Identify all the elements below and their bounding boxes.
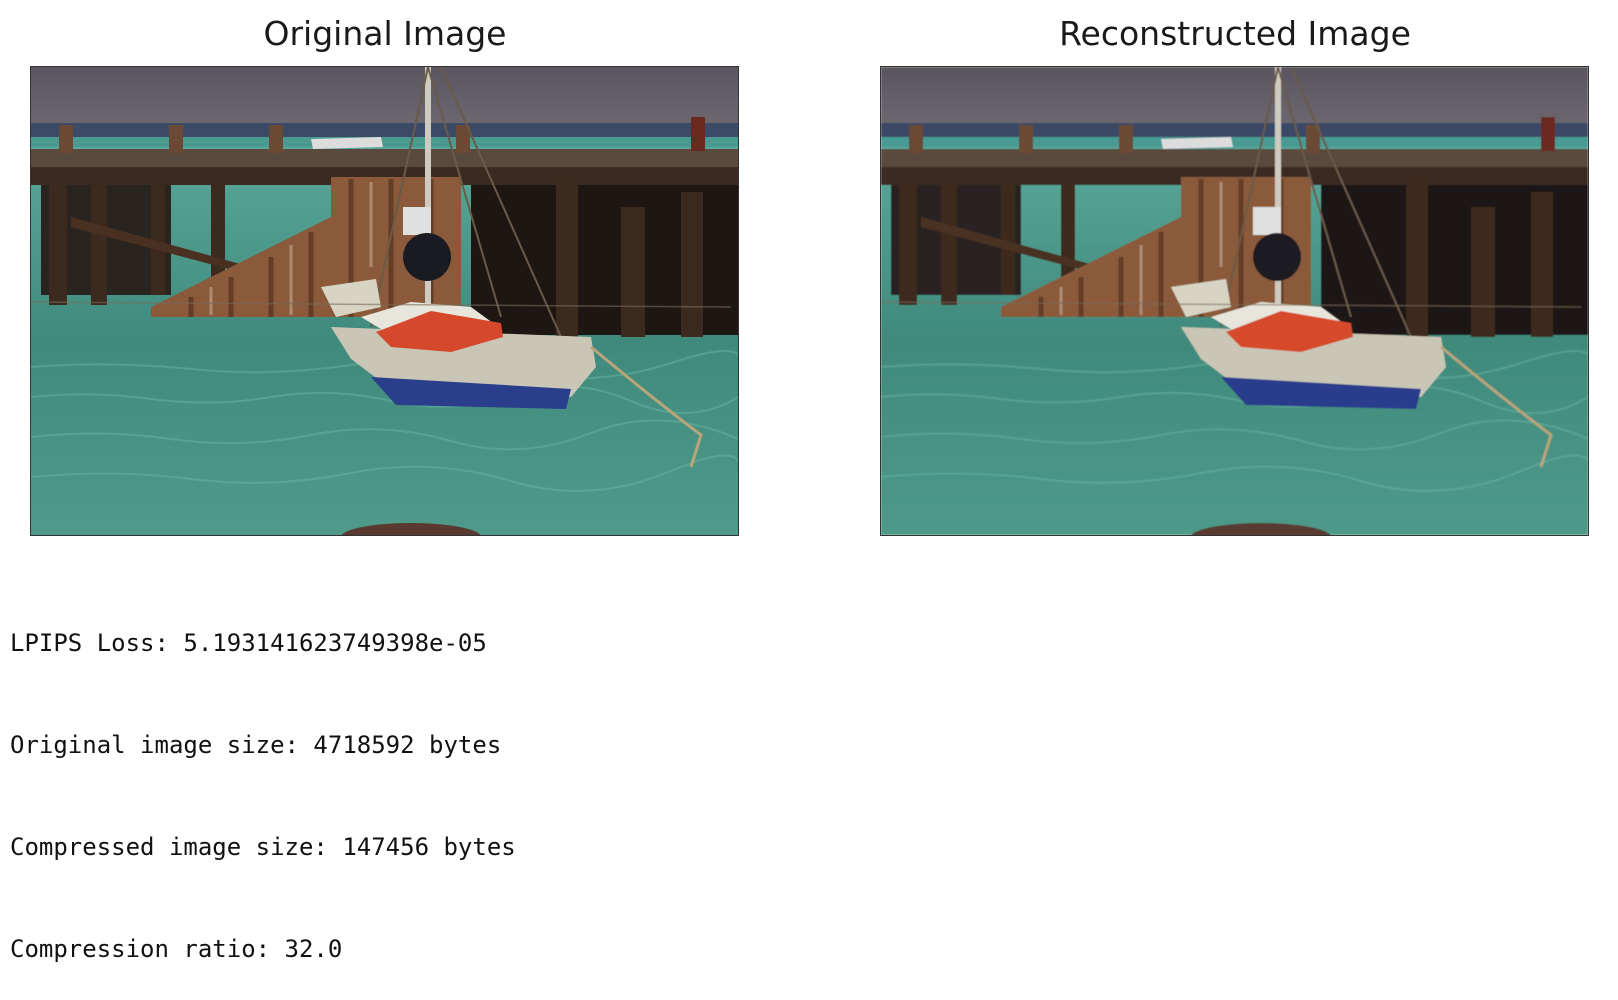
compression-ratio-line: Compression ratio: 32.0 [10,935,343,963]
reconstructed-image-title: Reconstructed Image [1059,14,1411,53]
original-image [30,66,739,536]
original-size-line: Original image size: 4718592 bytes [10,731,502,759]
reconstructed-image [880,66,1589,536]
lpips-loss-line: LPIPS Loss: 5.193141623749398e-05 [10,629,487,657]
output-text: LPIPS Loss: 5.193141623749398e-05 Origin… [10,558,516,1000]
compressed-size-line: Compressed image size: 147456 bytes [10,833,516,861]
original-image-title: Original Image [263,14,507,53]
